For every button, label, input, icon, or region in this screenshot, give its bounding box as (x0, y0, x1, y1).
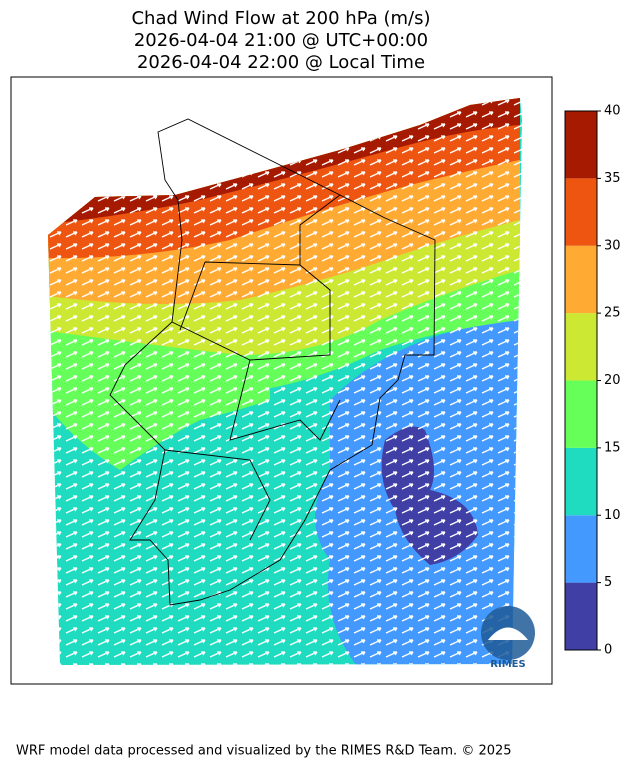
colorbar-segment (565, 245, 597, 314)
colorbar-segment (565, 515, 597, 583)
colorbar-tick-label: 25 (604, 306, 621, 321)
title-line: Chad Wind Flow at 200 hPa (m/s) (131, 8, 430, 29)
logo-text: RIMES (490, 659, 525, 670)
title-line: 2026-04-04 22:00 @ Local Time (137, 52, 425, 73)
colorbar-tick-label: 5 (604, 575, 612, 590)
colorbar-segment (565, 447, 597, 516)
colorbar-segment (565, 380, 597, 448)
colorbar: 0 5 10 15 20 25 30 35 40 (564, 104, 621, 658)
footer: WRF model data processed and visualized … (16, 744, 512, 759)
colorbar-tick-label: 40 (604, 104, 621, 119)
colorbar-tick-label: 35 (604, 171, 621, 186)
colorbar-segment (565, 178, 597, 246)
colorbar-tick-label: 20 (604, 373, 621, 388)
colorbar-tick-label: 0 (604, 643, 612, 658)
title-line: 2026-04-04 21:00 @ UTC+00:00 (134, 30, 428, 51)
logo: RIMES (481, 606, 535, 670)
colorbar-segment (565, 111, 597, 179)
colorbar-tick-label: 15 (604, 440, 621, 455)
colorbar-segment (565, 582, 597, 650)
borders (109, 118, 436, 606)
colorbar-segment (565, 313, 597, 381)
colorbar-tick-label: 30 (604, 238, 621, 253)
colorbar-tick-label: 10 (604, 508, 621, 523)
